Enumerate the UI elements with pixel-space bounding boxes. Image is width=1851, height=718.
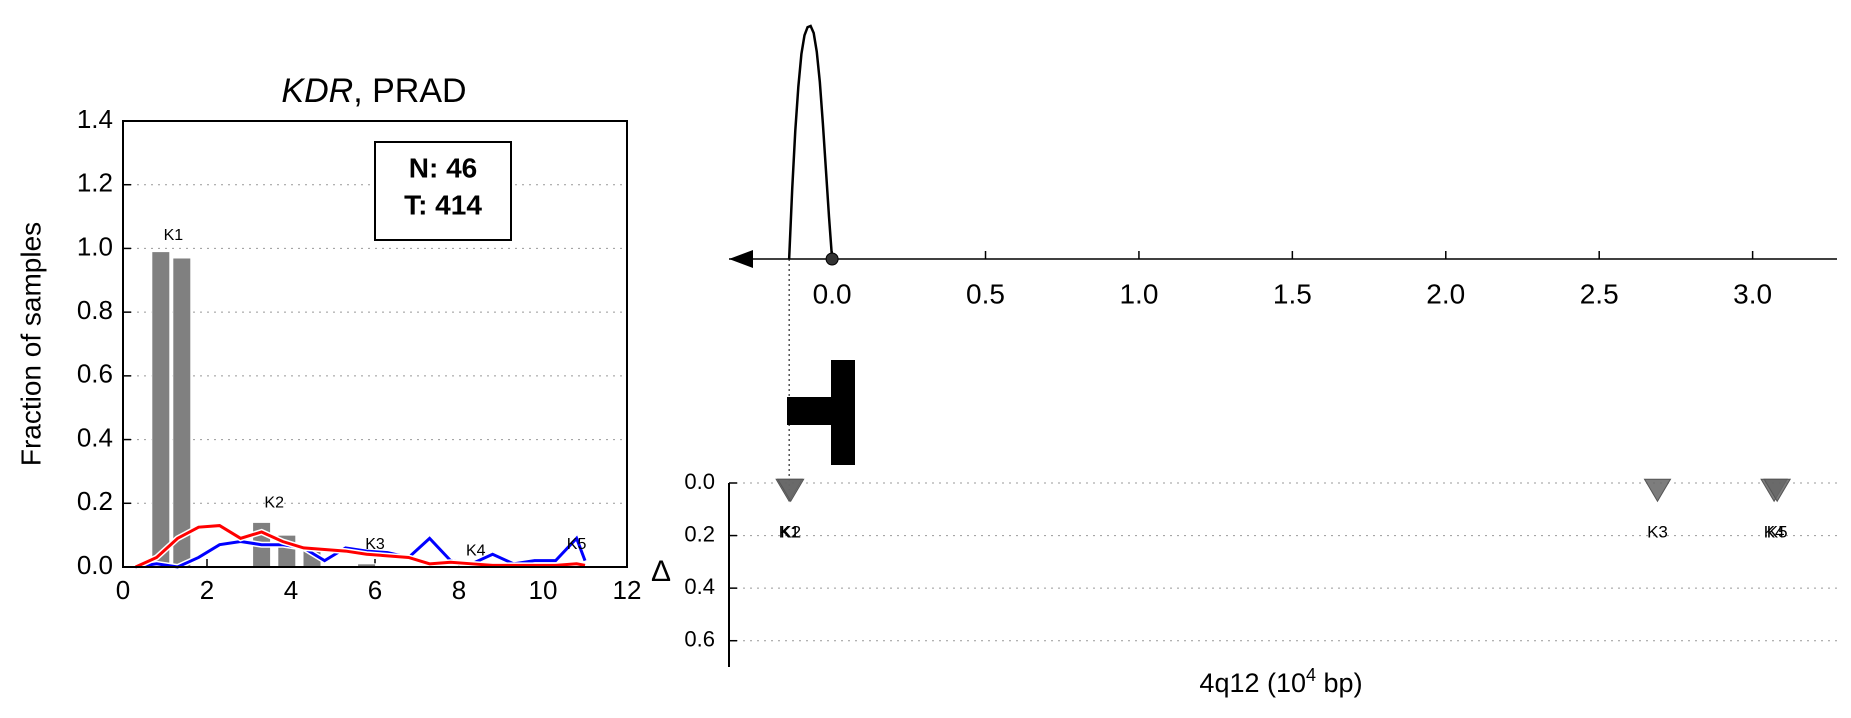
marker-label: K5 [1767,523,1788,542]
x-tick-label: 6 [368,575,382,605]
bar [151,251,171,568]
x-tick-label: 1.5 [1273,278,1312,309]
marker-label: K3 [1647,523,1668,542]
legend-box [374,141,512,241]
gene-exon [787,397,837,425]
x-label-part: 4q12 (10 [1199,668,1306,698]
x-tick-label: 2.0 [1426,278,1465,309]
annotation: K1 [164,227,184,244]
triangle-marker [776,478,805,503]
line [134,524,586,569]
y-tick-label: 1.4 [77,104,113,134]
y-tick-label: 0.4 [77,422,113,452]
y-tick-label: 0.6 [77,359,113,389]
legend-tumor: T: 414 [404,189,482,220]
annotation: K2 [264,495,284,512]
x-tick-label: 12 [613,575,642,605]
triangle-marker [1643,478,1672,503]
x-tick-label: 10 [529,575,558,605]
y-tick-label: 0.2 [77,486,113,516]
cohort: , PRAD [353,72,466,110]
marker-label: K2 [780,523,801,542]
gene-name: KDR [281,72,353,110]
y-tick-label: 0.8 [77,295,113,325]
plot-frame [122,120,628,568]
marker-label: K4 [1764,523,1785,542]
chart-title: KDR, PRAD [281,72,466,110]
x-tick-label: 8 [452,575,466,605]
x-label-exponent: 4 [1306,665,1316,685]
y-tick-label: 1.0 [77,231,113,261]
legend-normal: N: 46 [409,152,477,183]
y-axis-label: Fraction of samples [15,222,46,466]
y-tick-label: 0.2 [684,521,715,546]
x-tick-label: 2 [200,575,214,605]
annotation: K4 [466,542,486,559]
y-tick-label: 0.4 [684,574,715,599]
x-axis-label: 4q12 (104 bp) [1199,665,1362,698]
y-tick-label: 0.0 [684,469,715,494]
x-tick-label: 4 [284,575,298,605]
marker-label: K1 [779,523,800,542]
y-tick-label: 0.6 [684,627,715,652]
x-tick-label: 3.0 [1733,278,1772,309]
annotation: K3 [365,536,385,553]
y-tick-label: 1.2 [77,168,113,198]
delta-label: Δ [651,555,671,588]
peak-marker [825,252,839,266]
y-tick-label: 0.0 [77,550,113,580]
x-tick-label: 0.5 [966,278,1005,309]
x-label-part: bp) [1316,668,1363,698]
x-tick-label: 1.0 [1119,278,1158,309]
gene-exon [831,360,855,465]
x-tick-label: 2.5 [1580,278,1619,309]
x-tick-label: 0 [116,575,130,605]
peak-line [787,24,834,260]
bar [172,257,192,568]
annotation: K5 [567,536,587,553]
x-tick-label: 0.0 [813,278,852,309]
triangle-marker [1763,478,1792,503]
